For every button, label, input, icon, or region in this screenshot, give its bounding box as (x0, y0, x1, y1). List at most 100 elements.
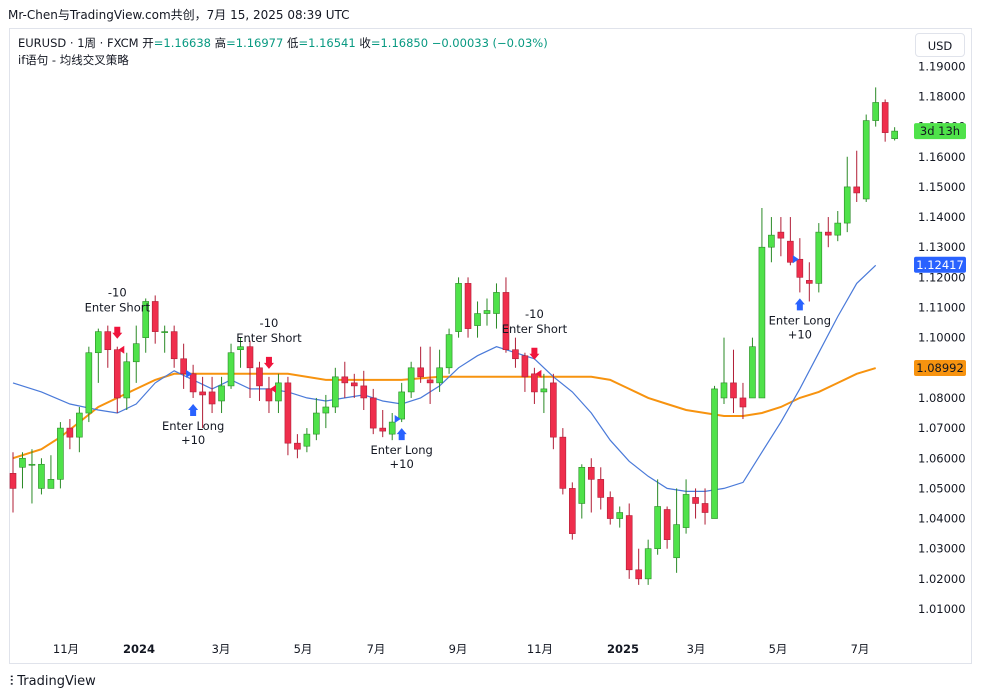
y-tick-label-6: 1.07000 (918, 421, 966, 435)
candle-body-46 (445, 334, 453, 369)
candle-body-84 (806, 280, 813, 284)
candle-body-48 (464, 283, 472, 329)
candle-body-78 (749, 346, 756, 399)
y-tick-label-11: 1.12000 (918, 270, 966, 284)
signal-value-4: -10 (525, 307, 544, 321)
x-tick-label-6: 11月 (527, 642, 553, 656)
candle-body-44 (426, 379, 434, 384)
candle-body-86 (824, 231, 832, 236)
currency-button[interactable]: USD (915, 33, 965, 57)
candle-body-25 (246, 346, 254, 369)
candle-body-83 (796, 258, 804, 278)
y-tick-label-5: 1.06000 (918, 451, 966, 465)
change-value: −0.00033 (−0.03%) (431, 36, 548, 50)
candle-body-72 (692, 497, 699, 504)
x-tick-label-5: 9月 (449, 642, 468, 656)
candle-body-7 (76, 412, 83, 438)
candle-body-76 (730, 382, 737, 399)
candle-body-36 (350, 382, 358, 387)
candle-body-67 (644, 548, 652, 580)
candle-body-21 (208, 391, 216, 405)
candle-body-52 (502, 292, 510, 351)
signal-label-5: Enter Long (769, 313, 831, 327)
high-label: 高 (214, 36, 227, 50)
candle-body-74 (711, 388, 718, 519)
y-tick-label-2: 1.03000 (918, 542, 966, 556)
y-tick-label-17: 1.18000 (918, 89, 966, 103)
candle-body-69 (663, 509, 671, 540)
candle-body-85 (815, 231, 823, 284)
price-label-2: 1.08992 (916, 361, 964, 375)
long-entry-marker-1 (186, 369, 193, 378)
candle-body-38 (369, 397, 377, 429)
price-label-box-2 (914, 360, 966, 377)
y-tick-label-4: 1.05000 (918, 481, 966, 495)
long-entry-marker-3 (394, 415, 401, 424)
short-entry-marker-4 (535, 369, 542, 378)
long-entry-marker-5 (792, 255, 799, 264)
candle-body-50 (483, 310, 491, 314)
candle-body-51 (493, 292, 500, 314)
candle-body-32 (313, 412, 320, 435)
signal-label-2: Enter Short (236, 331, 302, 345)
candle-body-4 (47, 479, 55, 489)
y-tick-label-12: 1.13000 (918, 240, 966, 254)
strategy-label[interactable]: if语句 - 均线交叉策略 (18, 53, 129, 67)
candle-body-90 (862, 120, 870, 200)
candle-body-39 (379, 427, 387, 432)
candle-body-59 (569, 488, 576, 534)
candle-body-0 (9, 473, 17, 489)
high-value: =1.16977 (226, 36, 284, 50)
candle-body-2 (28, 463, 36, 466)
candle-body-93 (891, 130, 898, 139)
candle-body-11 (113, 349, 121, 399)
candle-body-13 (132, 343, 140, 363)
tradingview-brand: TradingView (17, 674, 96, 689)
candle-body-28 (275, 382, 282, 402)
candle-body-61 (587, 466, 595, 480)
tradingview-footer[interactable]: ⫶ TradingView (10, 674, 96, 689)
slow-ma-line (12, 367, 876, 460)
candle-body-27 (265, 388, 273, 402)
signal-value-0: -10 (108, 286, 127, 300)
symbol-label[interactable]: EURUSD · 1周 · FXCM (18, 36, 139, 50)
candle-body-34 (332, 376, 339, 408)
candle-body-58 (559, 436, 567, 489)
candle-body-87 (834, 222, 842, 236)
candle-body-62 (597, 479, 605, 498)
signal-value-5: +10 (788, 327, 812, 341)
signal-label-1: Enter Long (162, 419, 224, 433)
candle-body-8 (85, 352, 93, 414)
candle-body-41 (398, 391, 405, 420)
y-tick-label-14: 1.15000 (918, 180, 966, 194)
candle-body-15 (151, 301, 159, 332)
candle-body-71 (682, 494, 690, 528)
candle-body-57 (550, 382, 557, 438)
candle-body-42 (407, 367, 415, 393)
signal-value-2: -10 (260, 316, 279, 330)
candle-body-29 (284, 382, 292, 444)
candle-body-79 (758, 246, 766, 399)
x-tick-label-7: 2025 (607, 642, 639, 656)
candle-body-81 (777, 231, 785, 239)
signal-value-1: +10 (181, 433, 205, 447)
y-tick-label-0: 1.01000 (918, 602, 966, 616)
candle-body-54 (521, 355, 529, 378)
candle-body-92 (881, 102, 889, 133)
y-tick-label-3: 1.04000 (918, 512, 966, 526)
candle-body-35 (341, 376, 349, 384)
signal-label-4: Enter Short (502, 322, 568, 336)
candle-body-66 (635, 569, 642, 580)
candle-body-33 (322, 406, 330, 414)
candle-body-91 (872, 102, 879, 121)
candle-body-47 (455, 283, 462, 332)
candle-body-31 (303, 433, 311, 447)
chart-title: Mr-Chen与TradingView.com共创，7月 15, 2025 08… (8, 8, 350, 22)
candle-body-80 (768, 234, 775, 248)
y-tick-label-10: 1.11000 (918, 301, 966, 315)
candle-body-18 (180, 358, 187, 375)
short-signal-arrow-2 (263, 356, 274, 369)
candle-body-56 (540, 388, 548, 393)
candle-body-22 (218, 385, 225, 402)
